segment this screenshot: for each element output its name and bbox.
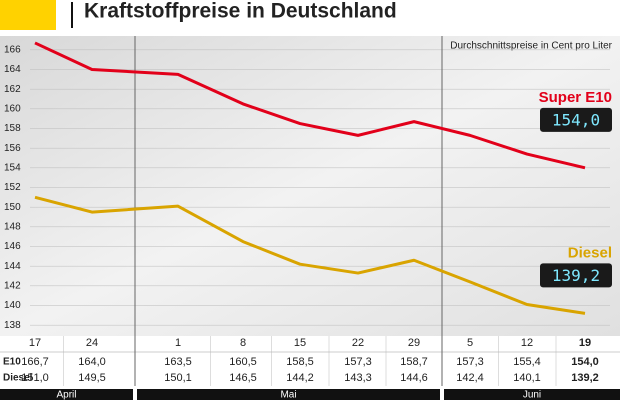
- price-display-value: 154,0: [552, 110, 600, 129]
- value-label: 144,2: [286, 372, 314, 384]
- x-tick-label: 15: [294, 337, 306, 349]
- y-tick-label: 142: [4, 280, 21, 291]
- y-tick-label: 166: [4, 44, 21, 55]
- month-label: April: [56, 390, 76, 400]
- plot-background: [0, 36, 620, 336]
- x-tick-label: 12: [521, 337, 533, 349]
- y-tick-label: 146: [4, 241, 21, 252]
- value-label: 158,5: [286, 356, 314, 368]
- y-tick-label: 160: [4, 103, 21, 114]
- x-tick-label: 17: [29, 337, 41, 349]
- value-label: 164,0: [78, 356, 106, 368]
- row-label: Diesel: [3, 373, 33, 384]
- x-tick-label: 24: [86, 337, 98, 349]
- month-label: Juni: [523, 390, 541, 400]
- y-tick-label: 138: [4, 320, 21, 331]
- price-display-value: 139,2: [552, 266, 600, 285]
- value-label: 166,7: [21, 356, 49, 368]
- value-label: 143,3: [344, 372, 372, 384]
- value-label: 157,3: [344, 356, 372, 368]
- value-label: 139,2: [571, 372, 599, 384]
- value-label: 150,1: [164, 372, 192, 384]
- value-label: 158,7: [400, 356, 428, 368]
- month-label: Mai: [280, 390, 296, 400]
- legend-label: Super E10: [539, 89, 612, 106]
- y-tick-label: 150: [4, 202, 21, 213]
- subtitle: Durchschnittspreise in Cent pro Liter: [450, 41, 612, 52]
- x-tick-label: 1: [175, 337, 181, 349]
- value-label: 142,4: [456, 372, 484, 384]
- y-tick-label: 148: [4, 221, 21, 232]
- month-bar: [0, 389, 133, 400]
- value-label: 144,6: [400, 372, 428, 384]
- legend-label: Diesel: [568, 244, 612, 261]
- x-tick-label: 22: [352, 337, 364, 349]
- value-label: 140,1: [513, 372, 541, 384]
- chart-title: Kraftstoffpreise in Deutschland: [84, 0, 397, 23]
- y-tick-label: 152: [4, 182, 21, 193]
- y-tick-label: 154: [4, 162, 21, 173]
- month-bar: [137, 389, 440, 400]
- value-label: 160,5: [229, 356, 257, 368]
- series-line: [34, 41, 586, 170]
- value-label: 155,4: [513, 356, 541, 368]
- row-label: E10: [3, 357, 21, 368]
- y-tick-label: 140: [4, 300, 21, 311]
- y-tick-label: 144: [4, 261, 21, 272]
- y-tick-label: 164: [4, 64, 21, 75]
- x-tick-label: 19: [579, 337, 591, 349]
- x-tick-label: 29: [408, 337, 420, 349]
- logo-square: [0, 0, 56, 30]
- value-label: 146,5: [229, 372, 257, 384]
- value-label: 149,5: [78, 372, 106, 384]
- value-label: 163,5: [164, 356, 192, 368]
- price-display: [540, 107, 612, 132]
- value-label: 154,0: [571, 356, 599, 368]
- y-tick-label: 156: [4, 143, 21, 154]
- x-tick-label: 8: [240, 337, 246, 349]
- value-label: 157,3: [456, 356, 484, 368]
- value-label: 151,0: [21, 372, 49, 384]
- table-background: [0, 336, 620, 386]
- month-bar: [444, 389, 620, 400]
- y-tick-label: 162: [4, 84, 21, 95]
- y-tick-label: 158: [4, 123, 21, 134]
- price-display: [540, 263, 612, 288]
- x-tick-label: 5: [467, 337, 473, 349]
- series-line: [34, 195, 586, 315]
